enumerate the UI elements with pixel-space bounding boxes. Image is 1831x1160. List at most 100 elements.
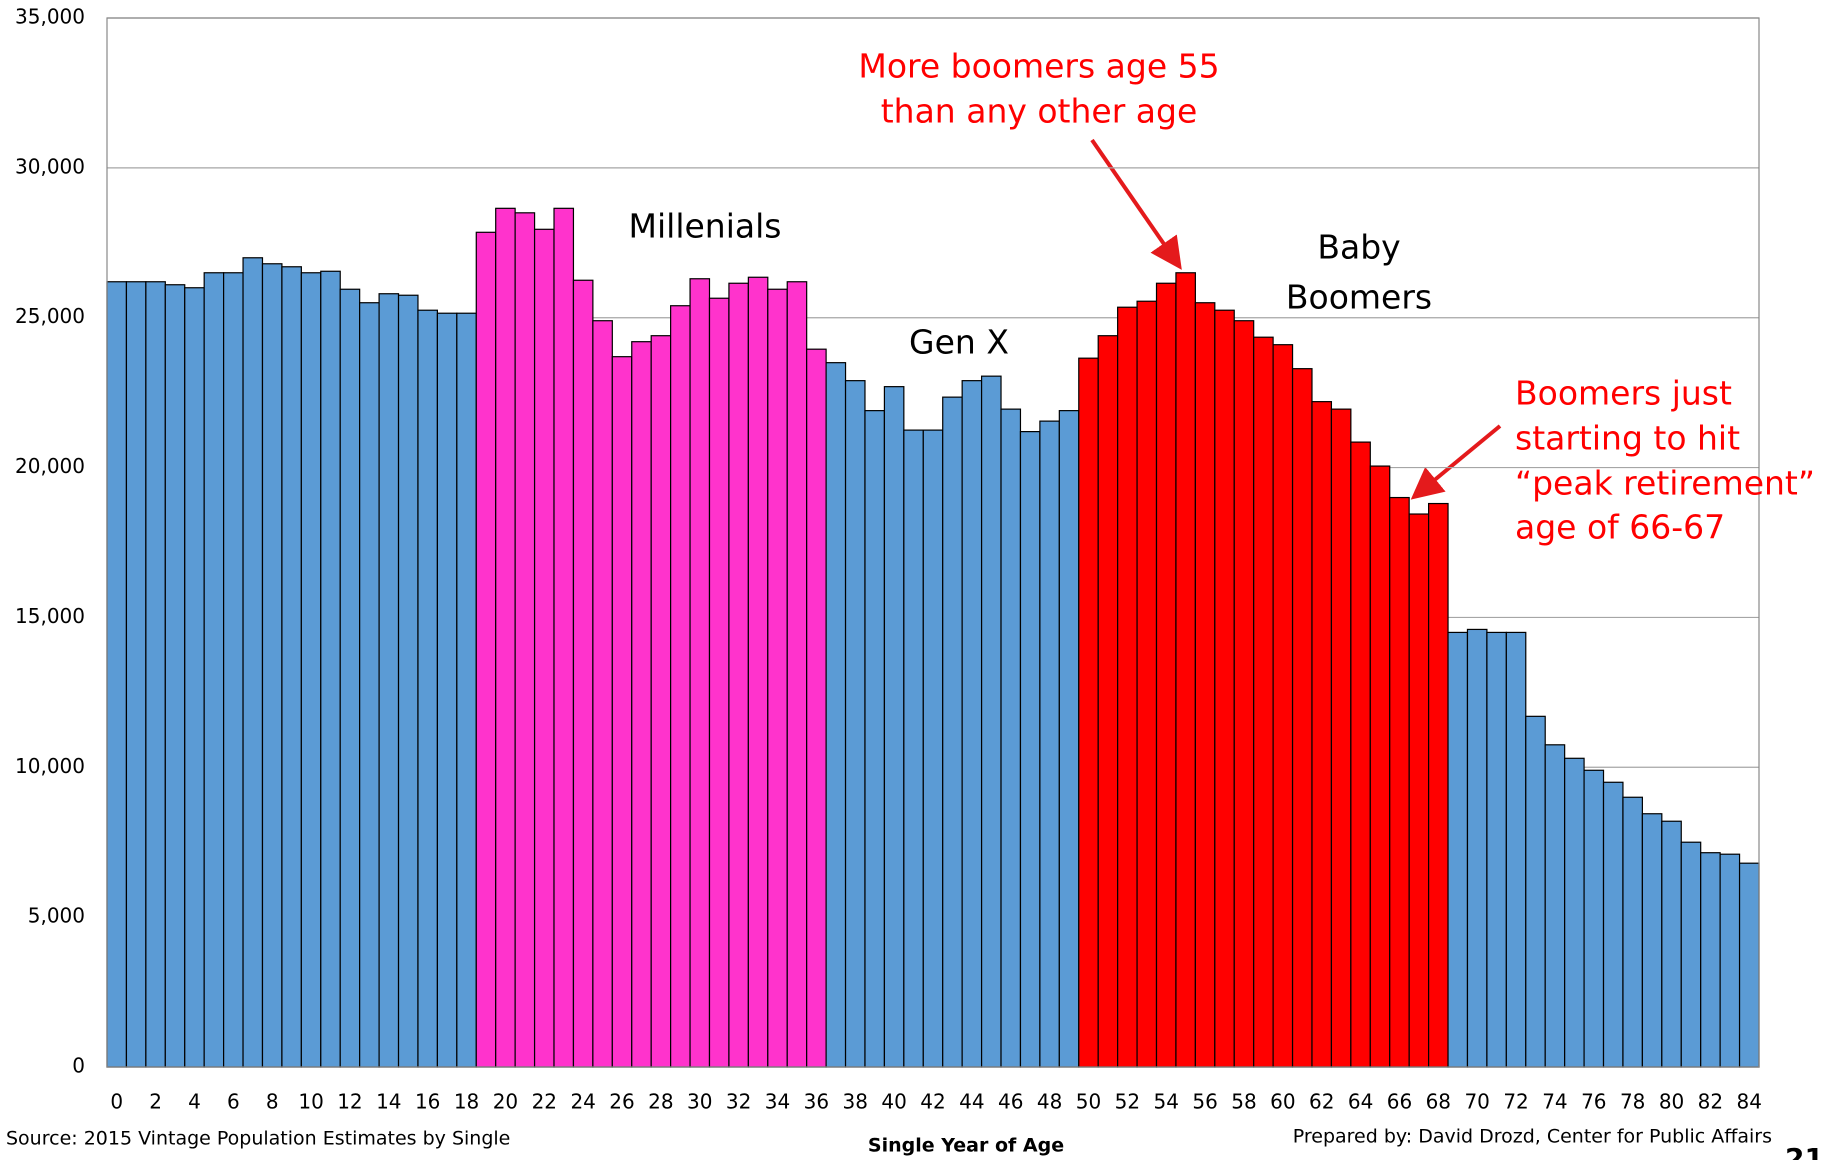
x-tick-label: 50 xyxy=(1076,1090,1101,1114)
y-tick-label: 15,000 xyxy=(15,604,85,628)
x-tick-label: 68 xyxy=(1426,1090,1451,1114)
x-tick-label: 2 xyxy=(149,1090,162,1114)
bar xyxy=(1233,320,1255,1068)
x-tick-label: 60 xyxy=(1270,1090,1295,1114)
bar xyxy=(359,302,380,1068)
bar xyxy=(670,305,691,1068)
bar xyxy=(1078,357,1099,1068)
bar xyxy=(1136,300,1158,1068)
bar xyxy=(145,281,166,1068)
bar xyxy=(1097,335,1119,1068)
annotation: Gen X xyxy=(909,323,1009,362)
bar xyxy=(1253,336,1274,1068)
x-tick-label: 18 xyxy=(454,1090,479,1114)
bar xyxy=(320,270,341,1068)
bar xyxy=(689,278,711,1068)
bar xyxy=(1525,715,1546,1068)
bar xyxy=(1466,628,1488,1068)
bar xyxy=(883,386,905,1068)
bar xyxy=(300,272,322,1068)
x-tick-label: 32 xyxy=(726,1090,751,1114)
x-tick-label: 42 xyxy=(920,1090,945,1114)
bar xyxy=(106,281,128,1068)
bar xyxy=(1602,781,1624,1068)
bar xyxy=(1719,853,1741,1068)
bar xyxy=(1427,502,1449,1068)
x-tick-label: 72 xyxy=(1503,1090,1528,1114)
page-number: 21 xyxy=(1785,1142,1824,1160)
bar xyxy=(1000,408,1022,1068)
y-tick-label: 30,000 xyxy=(15,154,85,178)
x-tick-label: 38 xyxy=(843,1090,868,1114)
x-tick-label: 58 xyxy=(1231,1090,1256,1114)
bar xyxy=(1058,410,1080,1068)
bar xyxy=(1311,401,1333,1068)
y-tick-label: 20,000 xyxy=(15,454,85,478)
bar xyxy=(1505,631,1527,1068)
x-tick-label: 8 xyxy=(266,1090,279,1114)
arrow xyxy=(1410,424,1502,500)
bar xyxy=(1350,441,1371,1068)
x-tick-label: 30 xyxy=(687,1090,712,1114)
annotation: age of 66-67 xyxy=(1515,508,1725,547)
x-tick-label: 6 xyxy=(227,1090,240,1114)
credit-note: Prepared by: David Drozd, Center for Pub… xyxy=(1293,1126,1772,1148)
bar xyxy=(1175,272,1196,1068)
bar xyxy=(1330,408,1352,1068)
bar xyxy=(1564,757,1585,1068)
bar xyxy=(1486,631,1507,1068)
bar xyxy=(1039,420,1060,1068)
bar xyxy=(592,320,613,1068)
bar xyxy=(1583,769,1605,1068)
bar xyxy=(864,410,886,1068)
bar xyxy=(572,279,594,1068)
x-tick-label: 14 xyxy=(376,1090,401,1114)
bar xyxy=(1272,344,1294,1068)
annotation: Baby xyxy=(1317,228,1400,267)
x-tick-label: 66 xyxy=(1387,1090,1412,1114)
y-tick-label: 5,000 xyxy=(28,904,85,928)
y-tick-label: 25,000 xyxy=(15,304,85,328)
bar xyxy=(806,348,827,1068)
x-tick-label: 84 xyxy=(1737,1090,1762,1114)
x-tick-label: 78 xyxy=(1620,1090,1645,1114)
x-tick-label: 64 xyxy=(1348,1090,1373,1114)
bar xyxy=(1155,282,1177,1068)
bar xyxy=(456,312,477,1068)
bar xyxy=(281,266,302,1068)
bar xyxy=(1291,368,1313,1068)
bar xyxy=(708,297,730,1068)
x-tick-label: 12 xyxy=(337,1090,362,1114)
y-tick-label: 35,000 xyxy=(15,5,85,29)
x-tick-label: 20 xyxy=(493,1090,518,1114)
bar xyxy=(533,228,555,1068)
x-tick-label: 16 xyxy=(415,1090,440,1114)
annotation: Millenials xyxy=(629,207,782,246)
bar xyxy=(184,287,205,1068)
x-tick-label: 46 xyxy=(998,1090,1023,1114)
y-tick-label: 0 xyxy=(72,1054,85,1078)
x-tick-label: 24 xyxy=(570,1090,595,1114)
x-tick-label: 4 xyxy=(188,1090,201,1114)
bar xyxy=(1738,862,1760,1068)
x-tick-label: 36 xyxy=(804,1090,829,1114)
x-tick-label: 54 xyxy=(1153,1090,1178,1114)
y-tick-label: 10,000 xyxy=(15,754,85,778)
bar xyxy=(495,207,516,1068)
bar xyxy=(475,231,497,1068)
annotation: Boomers just xyxy=(1515,374,1732,413)
x-axis-label: Single Year of Age xyxy=(868,1135,1064,1157)
bar xyxy=(747,276,769,1068)
bar xyxy=(1214,309,1235,1068)
bar xyxy=(1447,631,1469,1068)
bar xyxy=(1117,306,1138,1068)
bar xyxy=(1194,302,1216,1068)
x-tick-label: 0 xyxy=(110,1090,123,1114)
bar xyxy=(650,335,672,1068)
bar xyxy=(786,281,808,1068)
bar xyxy=(728,282,749,1068)
x-tick-label: 56 xyxy=(1192,1090,1217,1114)
source-note: Source: 2015 Vintage Population Estimate… xyxy=(6,1128,510,1150)
bar xyxy=(417,309,438,1068)
